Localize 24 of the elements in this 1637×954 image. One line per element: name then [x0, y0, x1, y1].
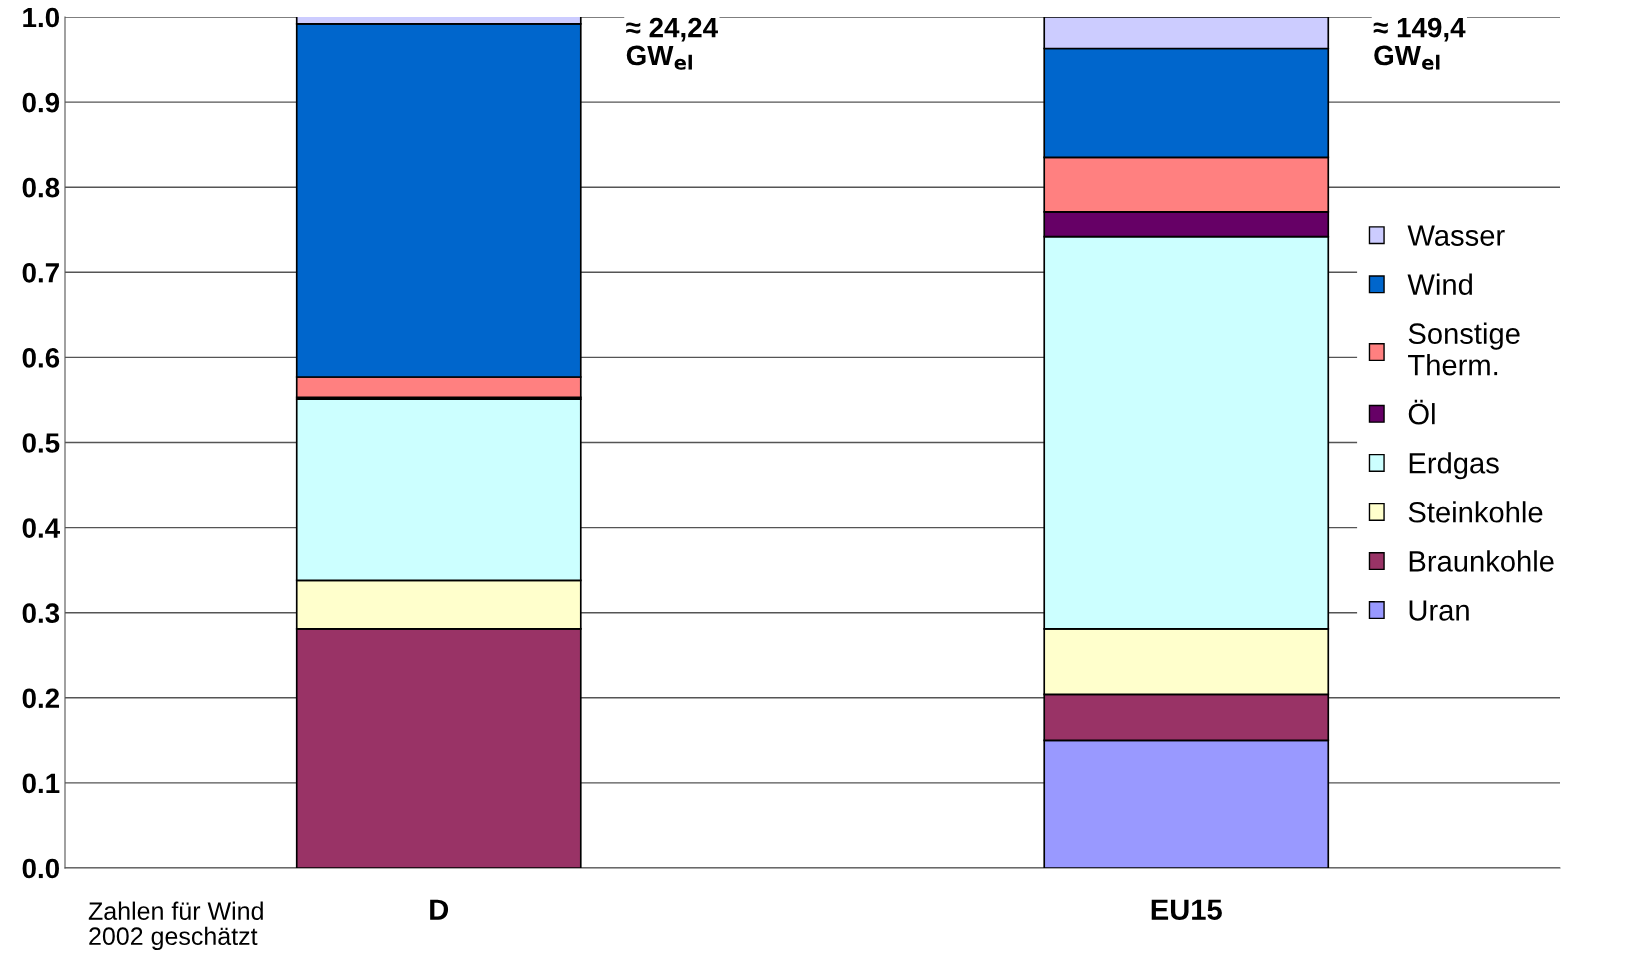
- y-tick-label: 0.6: [22, 348, 60, 368]
- y-tick-label: 0.5: [22, 433, 60, 453]
- legend-label: Öl: [1408, 399, 1435, 425]
- annotation: ≈ 149,4 GW$_{el}$: [1373, 17, 1466, 70]
- y-tick-label: 0.7: [22, 262, 59, 283]
- legend-label: Uran: [1409, 600, 1469, 621]
- text: Zahlen für Wind 2002 geschätzt: [88, 901, 263, 950]
- annotation: ≈ 24,24 GW$_{el}$: [626, 17, 718, 70]
- legend-label: Braunkohle: [1409, 550, 1554, 572]
- y-tick-label: 0.0: [22, 858, 59, 879]
- legend-label: Wind: [1407, 273, 1472, 295]
- y-tick-label: 0.2: [22, 688, 60, 709]
- x-tick-label: D: [430, 899, 449, 920]
- legend-label: Erdgas: [1409, 452, 1499, 480]
- legend-label: Steinkohle: [1408, 501, 1543, 523]
- y-tick-label: 0.1: [22, 773, 60, 794]
- y-tick-label: 0.3: [22, 603, 60, 624]
- y-tick-label: 0.8: [22, 177, 60, 198]
- y-tick-label: 0.9: [22, 92, 60, 113]
- y-tick-label: 0.4: [22, 518, 60, 538]
- legend-label: Wasser: [1407, 225, 1505, 246]
- y-tick-label: 1.0: [23, 7, 59, 28]
- x-tick-label: EU15: [1151, 899, 1222, 920]
- legend-label: Sonstige Therm.: [1408, 322, 1520, 376]
